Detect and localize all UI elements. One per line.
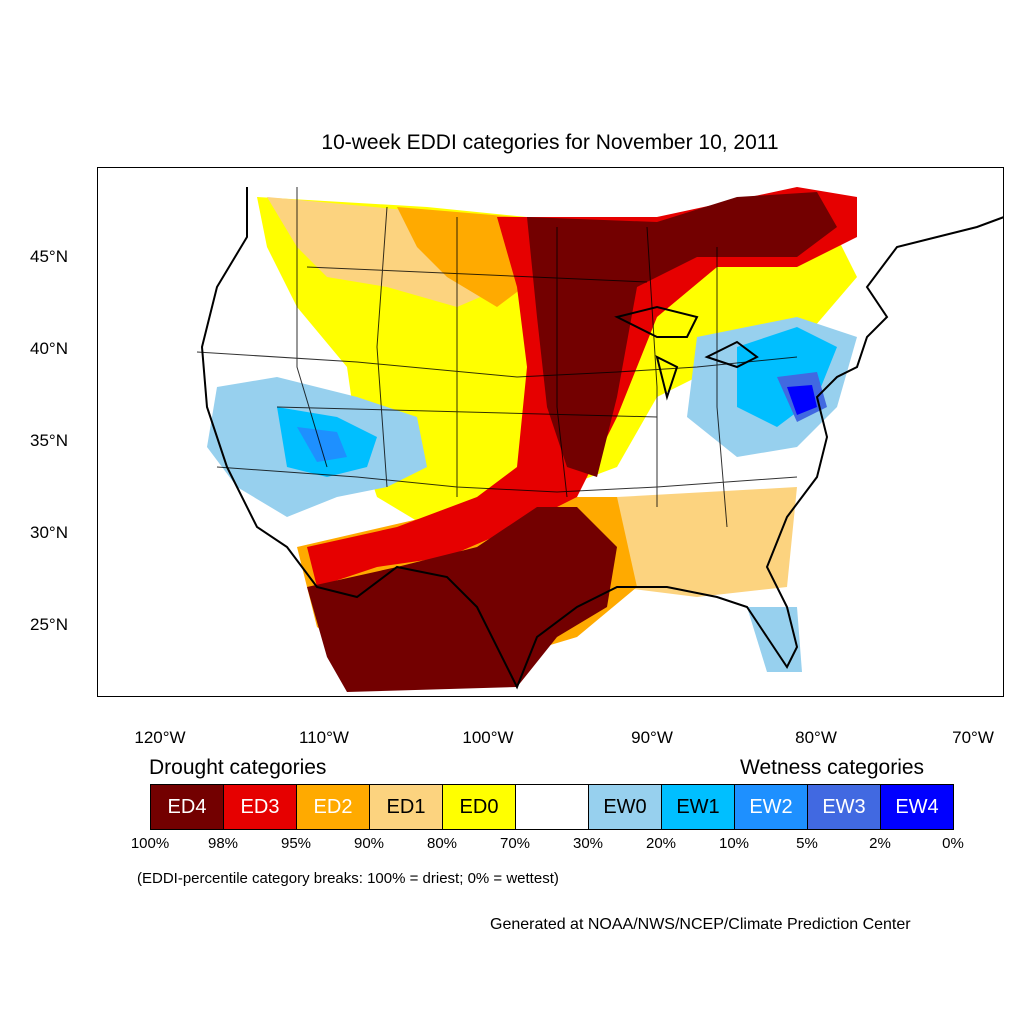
legend-swatch-ed3: ED3 (223, 784, 297, 830)
lat-label-35: 35°N (30, 431, 68, 450)
legend-swatch-ew1: EW1 (661, 784, 735, 830)
legend-break-label: 98% (207, 835, 239, 852)
legend-break-label: 0% (942, 835, 964, 852)
legend-swatch-ew4: EW4 (880, 784, 954, 830)
credit-text: Generated at NOAA/NWS/NCEP/Climate Predi… (490, 916, 911, 933)
legend-swatch-ed1: ED1 (369, 784, 443, 830)
drought-heading: Drought categories (149, 756, 327, 779)
lon-label-80: 80°W (795, 728, 837, 747)
lon-label-110: 110°W (299, 728, 349, 747)
legend-break-label: 2% (869, 835, 891, 852)
ew2-region-west (297, 427, 347, 462)
legend-break-label: 30% (572, 835, 604, 852)
legend-swatch-ew2: EW2 (734, 784, 808, 830)
wetness-heading: Wetness categories (740, 756, 925, 779)
legend-break-label: 100% (130, 835, 170, 852)
legend-break-label: 95% (280, 835, 312, 852)
us-outline (200, 187, 1004, 690)
legend-swatch-ed0: ED0 (442, 784, 516, 830)
eddi-map (97, 167, 1004, 697)
lon-label-120: 120°W (134, 728, 186, 747)
data-domain (227, 167, 1004, 204)
legend-swatch-ew3: EW3 (807, 784, 881, 830)
lon-label-90: 90°W (631, 728, 673, 747)
ed1-region-southeast (617, 487, 797, 597)
legend-swatch-ed2: ED2 (296, 784, 370, 830)
ew4-region-east (787, 385, 817, 415)
map-frame (97, 167, 1004, 697)
legend-break-label: 20% (645, 835, 677, 852)
lat-label-45: 45°N (30, 247, 68, 266)
lon-label-100: 100°W (462, 728, 514, 747)
category-note: (EDDI-percentile category breaks: 100% =… (137, 870, 559, 887)
legend-break-label: 5% (796, 835, 818, 852)
legend-break-label: 10% (718, 835, 750, 852)
state-boundaries (196, 187, 798, 528)
ed4-region-north (527, 192, 837, 477)
legend-swatch-ed4: ED4 (150, 784, 224, 830)
legend-swatch-neutral (515, 784, 589, 830)
map-title: 10-week EDDI categories for November 10,… (321, 131, 779, 154)
legend-swatch-ew0: EW0 (588, 784, 662, 830)
great-lakes (614, 305, 759, 401)
lat-label-40: 40°N (30, 339, 68, 358)
lon-label-70: 70°W (952, 728, 994, 747)
legend-break-label: 90% (353, 835, 385, 852)
lat-label-25: 25°N (30, 615, 68, 634)
ew0-region-florida (747, 607, 802, 672)
ed4-region-south (307, 507, 617, 692)
lat-label-30: 30°N (30, 523, 68, 542)
legend-break-label: 80% (426, 835, 458, 852)
legend-break-label: 70% (499, 835, 531, 852)
